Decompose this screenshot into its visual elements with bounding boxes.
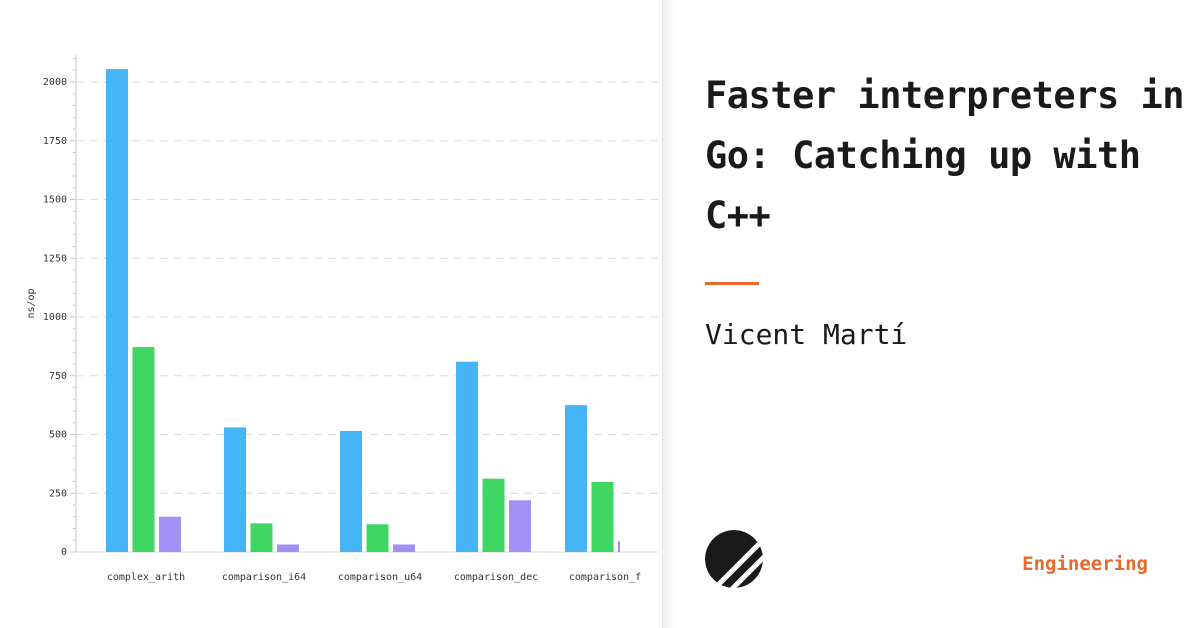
bar: [366, 524, 389, 552]
bar: [106, 69, 128, 552]
y-tick-label: 1250: [43, 253, 67, 264]
bar: [393, 544, 415, 552]
benchmark-chart: 0 250 500 750 1000 1250 1500 1750 2000 ns/op compl…: [26, 55, 658, 583]
y-tick-label: 750: [49, 371, 67, 382]
y-axis-title: ns/op: [26, 288, 37, 318]
bar: [591, 481, 614, 552]
info-panel: Faster interpreters in Go: Catching up w…: [663, 0, 1200, 628]
post-author: Vicent Martí: [705, 318, 908, 351]
x-tick-label: comparison_u64: [338, 572, 422, 583]
post-title: Faster interpreters in Go: Catching up w…: [705, 74, 1185, 237]
x-tick-label: complex_arith: [107, 572, 185, 583]
bar: [340, 430, 362, 552]
y-tick-label: 1750: [43, 136, 67, 147]
y-tick-label: 500: [49, 430, 67, 441]
bar: [224, 427, 246, 552]
y-tick-label: 2000: [43, 77, 67, 88]
brand-logo-icon: [705, 530, 763, 588]
bar: [456, 361, 478, 552]
bar: [159, 516, 181, 552]
bar: [509, 500, 531, 552]
bar: [277, 544, 299, 552]
panel-divider: [662, 0, 663, 628]
x-tick-label: comparison_f: [569, 572, 641, 583]
bar: [482, 478, 505, 552]
x-tick-label: comparison_dec: [454, 572, 538, 583]
x-tick-label: comparison_i64: [222, 572, 306, 583]
bar: [565, 405, 587, 552]
panel-shadow: [663, 0, 677, 628]
bar: [250, 523, 273, 552]
bar: [618, 541, 620, 552]
y-tick-label: 1500: [43, 195, 67, 206]
title-accent-line: [705, 282, 759, 285]
y-tick-label: 250: [49, 488, 67, 499]
chart-panel: 0 250 500 750 1000 1250 1500 1750 2000 ns/op compl…: [26, 55, 658, 583]
y-tick-label: 1000: [43, 312, 67, 323]
y-tick-label: 0: [61, 547, 67, 558]
bar: [132, 347, 155, 552]
category-label: Engineering: [1022, 553, 1148, 575]
